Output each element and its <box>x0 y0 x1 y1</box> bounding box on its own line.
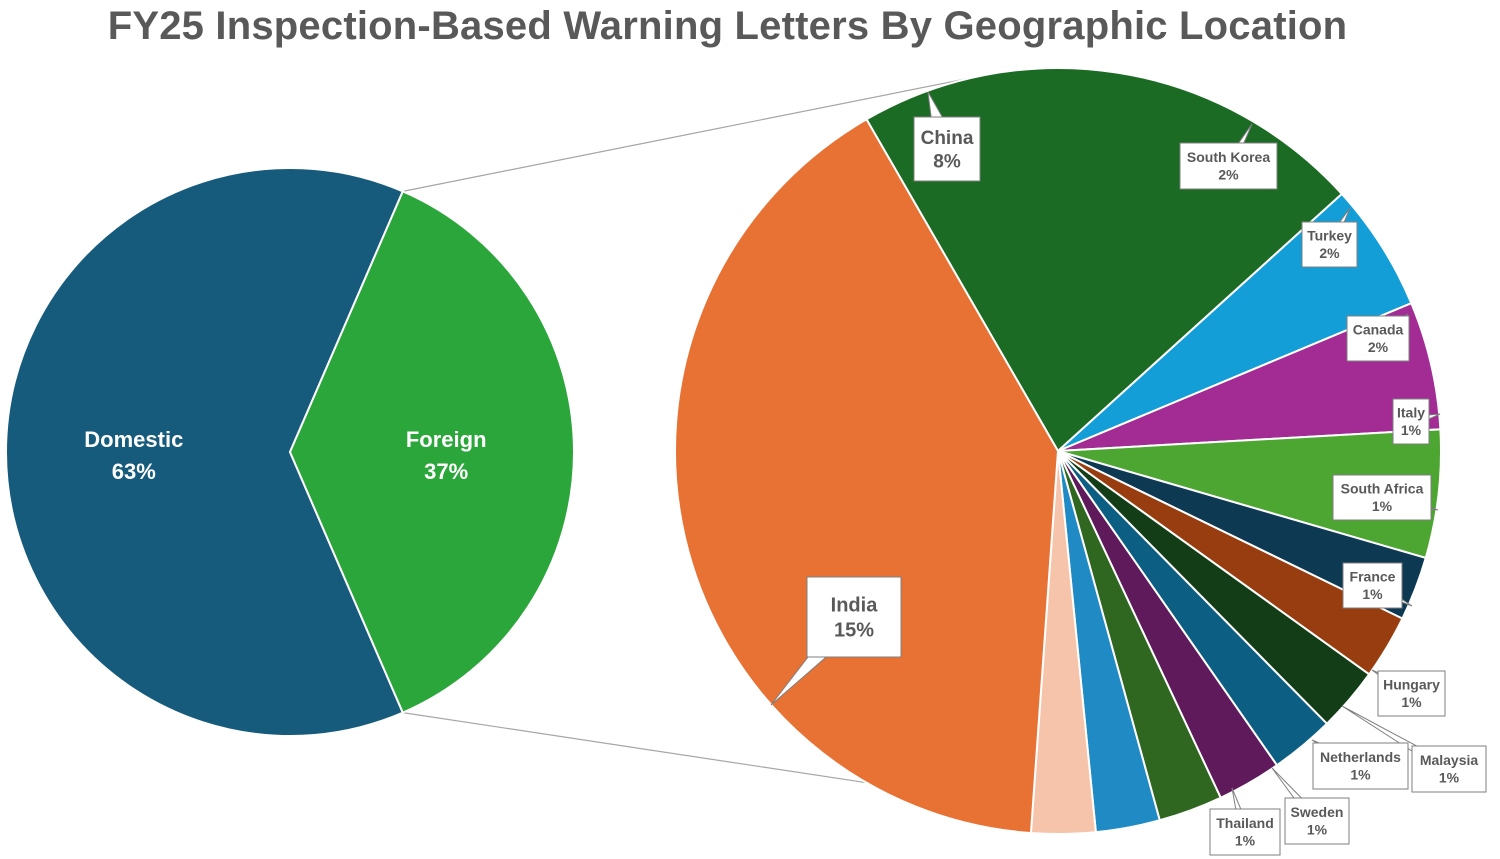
italy-callout-box <box>1392 398 1430 445</box>
foreign-slice <box>288 190 575 714</box>
thailand-label: Thailand <box>1216 815 1274 831</box>
france-callout-box <box>1342 562 1403 609</box>
hungary-callout-box <box>1377 670 1446 717</box>
india-label: India <box>831 595 879 617</box>
south-africa-value: 1% <box>1372 498 1393 514</box>
sweden-callout-box <box>1284 797 1350 845</box>
sweden-callout: Sweden 1% <box>1271 767 1350 845</box>
italy-label: Italy <box>1397 405 1425 421</box>
sweden-label: Sweden <box>1291 804 1344 820</box>
connector-lines <box>402 73 992 784</box>
china-value: 8% <box>933 152 961 173</box>
foreign-value: 37% <box>424 459 468 484</box>
hungary-value: 1% <box>1401 694 1422 710</box>
malaysia-value: 1% <box>1439 770 1460 786</box>
netherlands-callout-box <box>1312 742 1409 790</box>
south-korea-callout-box <box>1179 142 1278 190</box>
sweden-value: 1% <box>1307 822 1328 838</box>
hungary-label: Hungary <box>1383 677 1440 693</box>
france-label: France <box>1350 569 1396 585</box>
chart-title: FY25 Inspection-Based Warning Letters By… <box>107 4 1348 48</box>
domestic-label: Domestic <box>84 427 183 452</box>
india-callout-box <box>806 576 902 658</box>
thailand-callout: Thailand 1% <box>1209 787 1281 856</box>
china-callout: China 8% <box>913 91 981 182</box>
turkey-label: Turkey <box>1307 228 1352 244</box>
domestic-slice <box>5 167 405 737</box>
domestic-value: 63% <box>112 459 156 484</box>
connector-line-top <box>402 73 992 192</box>
india-slice <box>674 117 1060 835</box>
malaysia-callout-box <box>1411 745 1487 793</box>
china-callout-box <box>913 116 981 182</box>
netherlands-label: Netherlands <box>1320 749 1401 765</box>
malaysia-callout: Malaysia 1% <box>1341 705 1487 793</box>
foreign-label: Foreign <box>406 427 487 452</box>
turkey-callout-box <box>1301 221 1358 268</box>
south-korea-callout: South Korea 2% <box>1179 123 1278 190</box>
turkey-value: 2% <box>1319 245 1340 261</box>
france-value: 1% <box>1362 586 1383 602</box>
main-pie: Domestic 63% Foreign 37% <box>5 167 575 737</box>
south-africa-label: South Africa <box>1341 481 1424 497</box>
canada-callout-box <box>1346 315 1410 362</box>
netherlands-callout: Netherlands 1% <box>1311 739 1409 790</box>
italy-value: 1% <box>1401 422 1422 438</box>
thailand-callout-box <box>1209 808 1281 856</box>
china-label: China <box>921 128 974 149</box>
connector-line-bottom <box>402 712 867 784</box>
india-callout: India 15% <box>770 576 902 706</box>
breakout-pie <box>674 67 1442 835</box>
canada-value: 2% <box>1368 339 1389 355</box>
thailand-value: 1% <box>1235 833 1256 849</box>
malaysia-label: Malaysia <box>1420 752 1479 768</box>
india-value: 15% <box>834 620 874 642</box>
south-korea-label: South Korea <box>1187 149 1270 165</box>
south-africa-callout-box <box>1332 474 1432 521</box>
south-korea-value: 2% <box>1218 167 1239 183</box>
netherlands-value: 1% <box>1350 767 1371 783</box>
canada-label: Canada <box>1353 322 1404 338</box>
